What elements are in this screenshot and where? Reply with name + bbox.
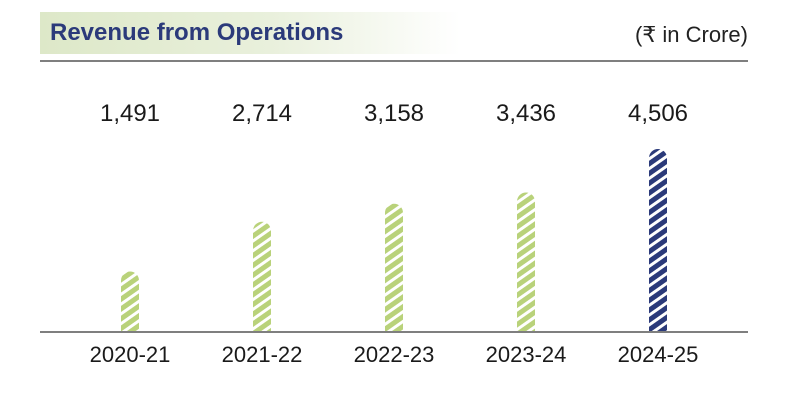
- chart-title: Revenue from Operations: [50, 19, 344, 46]
- bar-base-2020-21: [121, 323, 139, 332]
- x-tick-2024-25: 2024-25: [618, 342, 699, 367]
- value-label-2024-25: 4,506: [628, 100, 688, 127]
- bar-base-2023-24: [517, 323, 535, 332]
- title-band: [40, 12, 460, 54]
- bar-base-2021-22: [253, 323, 271, 332]
- bar-2020-21: [121, 271, 139, 332]
- labels-layer: 1,491 2020-21 2,714 2021-22 3,158 2022-23 3,43…: [90, 100, 699, 367]
- x-tick-2020-21: 2020-21: [90, 342, 171, 367]
- value-label-2023-24: 3,436: [496, 100, 556, 127]
- bar-base-2022-23: [385, 323, 403, 332]
- value-label-2020-21: 1,491: [100, 100, 160, 127]
- x-tick-2022-23: 2022-23: [354, 342, 435, 367]
- unit-label: (₹ in Crore): [634, 22, 748, 47]
- bar-2023-24: [517, 192, 535, 332]
- bar-2024-25: [649, 149, 667, 332]
- bar-2022-23: [385, 203, 403, 332]
- header-divider: [40, 60, 748, 62]
- bars-layer: [121, 149, 667, 332]
- x-tick-2021-22: 2021-22: [222, 342, 303, 367]
- bar-2021-22: [253, 221, 271, 332]
- x-tick-2023-24: 2023-24: [486, 342, 567, 367]
- value-label-2021-22: 2,714: [232, 100, 292, 127]
- bar-base-2024-25: [649, 323, 667, 332]
- value-label-2022-23: 3,158: [364, 100, 424, 127]
